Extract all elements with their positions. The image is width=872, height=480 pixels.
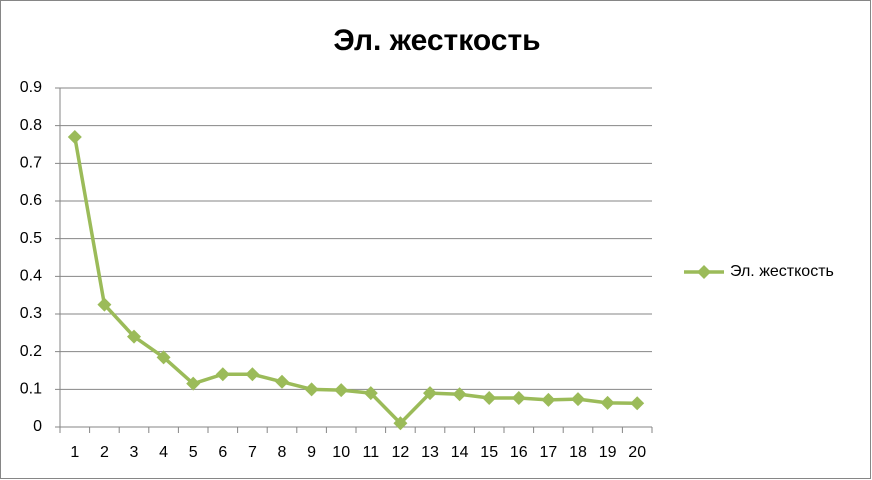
x-tick-label: 19	[599, 444, 617, 461]
x-tick-label: 9	[307, 444, 316, 461]
x-tick-label: 20	[628, 444, 646, 461]
x-tick-label: 7	[248, 444, 257, 461]
y-tick-label: 0.1	[20, 381, 42, 398]
data-point	[452, 387, 467, 402]
x-tick-label: 4	[159, 444, 168, 461]
x-tick-label: 14	[451, 444, 469, 461]
data-point	[275, 374, 289, 389]
x-tick-label: 10	[332, 444, 350, 461]
data-point	[363, 386, 378, 401]
data-point	[67, 129, 82, 144]
y-tick-label: 0.9	[20, 79, 42, 96]
data-point	[600, 395, 615, 410]
data-point	[630, 396, 645, 411]
x-tick-label: 6	[218, 444, 227, 461]
x-tick-label: 5	[189, 444, 198, 461]
y-tick-label: 0.5	[20, 230, 42, 247]
x-tick-label: 18	[569, 444, 587, 461]
x-tick-label: 1	[70, 444, 79, 461]
x-tick-label: 8	[278, 444, 287, 461]
x-tick-label: 11	[362, 444, 379, 461]
x-tick-label: 13	[421, 444, 439, 461]
data-point	[393, 416, 408, 431]
data-point	[245, 367, 260, 382]
x-tick-label: 17	[540, 444, 558, 461]
y-tick-label: 0.7	[20, 155, 42, 172]
data-point	[97, 297, 112, 312]
data-point	[156, 350, 171, 365]
data-point	[511, 390, 526, 405]
y-tick-label: 0.4	[20, 268, 42, 285]
data-point	[127, 329, 141, 344]
y-tick-label: 0.6	[20, 192, 42, 209]
chart-title: Эл. жесткость	[333, 24, 540, 57]
y-tick-label: 0.2	[20, 343, 42, 360]
x-tick-label: 15	[480, 444, 498, 461]
data-point	[186, 376, 201, 391]
x-tick-label: 2	[100, 444, 109, 461]
y-tick-label: 0.8	[20, 117, 42, 134]
data-point	[482, 390, 497, 405]
legend-marker	[697, 265, 711, 279]
x-tick-label: 16	[510, 444, 528, 461]
x-tick-label: 12	[392, 444, 410, 461]
data-point	[571, 392, 585, 407]
data-point	[304, 382, 319, 397]
y-tick-label: 0	[33, 418, 42, 435]
data-point	[423, 386, 437, 401]
data-point	[541, 392, 556, 407]
y-tick-label: 0.3	[20, 305, 42, 322]
x-tick-label: 3	[130, 444, 139, 461]
legend-label: Эл. жесткость	[730, 263, 834, 280]
data-point	[334, 383, 349, 398]
data-point	[215, 367, 230, 382]
